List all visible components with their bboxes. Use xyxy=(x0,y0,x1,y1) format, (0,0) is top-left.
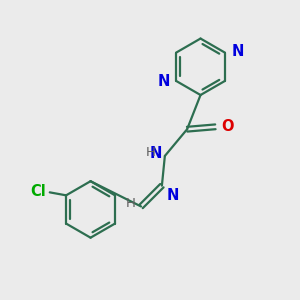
Text: N: N xyxy=(150,146,163,161)
Text: Cl: Cl xyxy=(30,184,46,199)
Text: H: H xyxy=(146,146,156,159)
Text: N: N xyxy=(166,188,179,203)
Text: O: O xyxy=(221,119,234,134)
Text: H: H xyxy=(126,197,136,210)
Text: N: N xyxy=(157,74,170,89)
Text: N: N xyxy=(232,44,244,59)
